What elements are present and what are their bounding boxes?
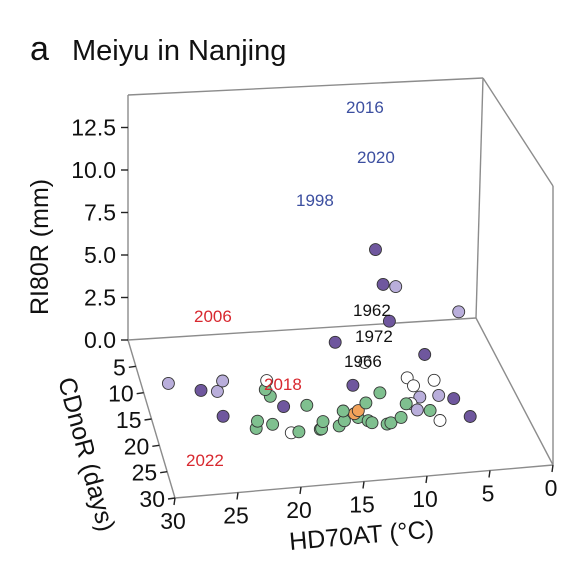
data-point-green: [336, 404, 350, 418]
data-point-lavender: [432, 388, 446, 402]
annotation-2022: 2022: [186, 451, 224, 470]
annotation-1962: 1962: [353, 301, 391, 320]
x-tick-label: 25: [223, 503, 249, 529]
data-point-green: [251, 414, 264, 428]
x-tick-label: 0: [545, 475, 558, 501]
box-floor-back-edge: [127, 317, 477, 341]
data-point-green: [423, 404, 437, 417]
y-tick-mark: [167, 497, 176, 500]
x-tick-label: 5: [482, 481, 495, 507]
data-points: [161, 243, 477, 440]
data-point-lavender: [413, 390, 427, 404]
y-tick-mark: [152, 444, 160, 448]
data-point-green: [316, 415, 330, 429]
x-tick-mark: [425, 475, 428, 484]
data-point-purple: [277, 400, 291, 414]
box-back-vertical-edge: [475, 77, 484, 319]
data-point-purple: [376, 277, 390, 291]
data-point-lavender: [410, 403, 424, 417]
x-tick-mark: [299, 486, 302, 495]
annotation-1966: 1966: [344, 352, 382, 371]
box-top-back-edge: [127, 77, 484, 96]
data-point-green: [266, 417, 280, 431]
x-tick-label: 15: [349, 492, 375, 518]
box-floor-right-edge: [475, 317, 554, 466]
annotation-2018: 2018: [264, 375, 302, 394]
y-tick-label: 10: [108, 381, 134, 407]
x-tick-mark: [173, 497, 176, 506]
y-tick-label: 15: [116, 407, 142, 433]
data-point-green: [399, 397, 413, 411]
y-tick-mark: [144, 418, 152, 421]
z-tick-label: 7.5: [84, 200, 116, 226]
x-tick-label: 20: [286, 497, 312, 523]
year-annotations: 2016 2020 1998 2006 2018 2022 1962 1972 …: [186, 98, 395, 470]
x-tick-mark: [236, 492, 239, 500]
panel-label: a: [30, 30, 49, 68]
data-point-green: [292, 425, 306, 439]
z-tick-label: 12.5: [71, 115, 116, 141]
data-point-green: [394, 410, 408, 424]
annotation-1972: 1972: [355, 327, 393, 346]
data-point-lavender: [216, 374, 230, 388]
data-point-open: [358, 356, 372, 369]
y-tick-label: 20: [124, 433, 150, 459]
z-tick-label: 10.0: [71, 157, 116, 183]
z-tick-label: 0.0: [84, 327, 116, 353]
y-tick-mark: [160, 470, 168, 474]
data-point-purple: [463, 410, 477, 423]
data-point-purple: [447, 392, 461, 406]
annotation-2006: 2006: [194, 307, 232, 326]
data-point-purple: [369, 243, 382, 257]
annotation-2020: 2020: [357, 148, 395, 167]
x-tick-mark: [362, 481, 365, 489]
data-point-purple: [346, 378, 360, 392]
data-point-purple: [216, 409, 230, 423]
data-point-purple: [418, 348, 432, 361]
x-tick-label: 30: [160, 508, 186, 534]
data-point-green: [373, 386, 387, 400]
y-tick-mark: [128, 365, 136, 369]
annotation-2016: 2016: [346, 98, 384, 117]
data-point-open: [260, 374, 274, 388]
data-point-green: [300, 398, 314, 412]
y-tick-label: 25: [132, 460, 158, 486]
plot-box: [127, 77, 554, 499]
x-tick-mark: [551, 464, 554, 473]
data-point-green: [365, 416, 379, 430]
data-point-lavender: [161, 376, 175, 390]
data-point-open: [407, 379, 420, 393]
data-point-lavender: [452, 305, 466, 319]
data-point-green: [359, 396, 373, 410]
data-point-lavender: [389, 280, 403, 294]
data-point-purple: [328, 335, 342, 349]
y-tick-label: 30: [139, 486, 165, 512]
data-point-green: [384, 416, 398, 430]
z-axis-label: RI80R (mm): [26, 179, 54, 315]
chart-title: Meiyu in Nanjing: [72, 35, 286, 67]
data-point-open: [427, 373, 441, 387]
x-tick-mark: [488, 470, 491, 478]
y-tick-mark: [136, 391, 144, 395]
data-point-purple: [382, 314, 396, 328]
z-tick-label: 5.0: [84, 242, 116, 268]
annotation-1998: 1998: [296, 191, 334, 210]
z-tick-label: 2.5: [84, 285, 116, 311]
data-point-orange: [351, 404, 365, 418]
x-tick-label: 10: [412, 486, 438, 512]
data-point-lavender: [210, 384, 224, 398]
y-tick-label: 5: [113, 354, 126, 380]
data-point-open: [433, 414, 447, 427]
data-point-purple: [194, 383, 208, 397]
box-top-right-edge: [482, 77, 554, 187]
